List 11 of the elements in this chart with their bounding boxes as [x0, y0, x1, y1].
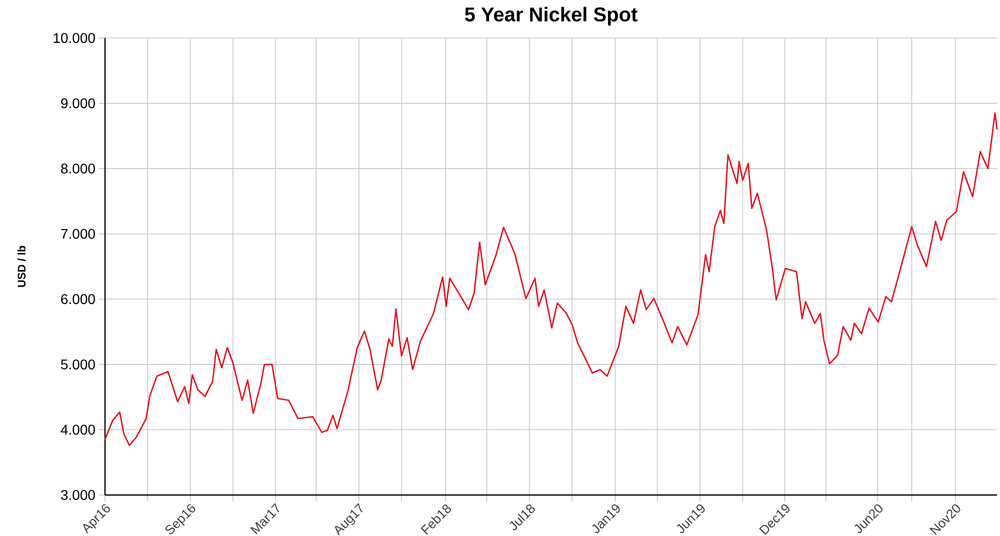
- y-axis-title: USD / lb: [17, 246, 26, 287]
- y-tick-label: 9.000: [61, 98, 95, 108]
- line-series: [104, 112, 998, 446]
- y-tick-label: 10.000: [54, 33, 95, 43]
- y-tick-label: 7.000: [61, 228, 95, 239]
- y-tick-label: 6.000: [61, 294, 95, 304]
- chart-title: 5 Year Nickel Spot: [464, 6, 638, 26]
- y-tick-label: 5.000: [61, 359, 95, 370]
- y-tick-label: 3.000: [61, 490, 95, 500]
- y-tick-label: 8.000: [61, 164, 95, 174]
- y-tick-label: 4.000: [60, 424, 95, 435]
